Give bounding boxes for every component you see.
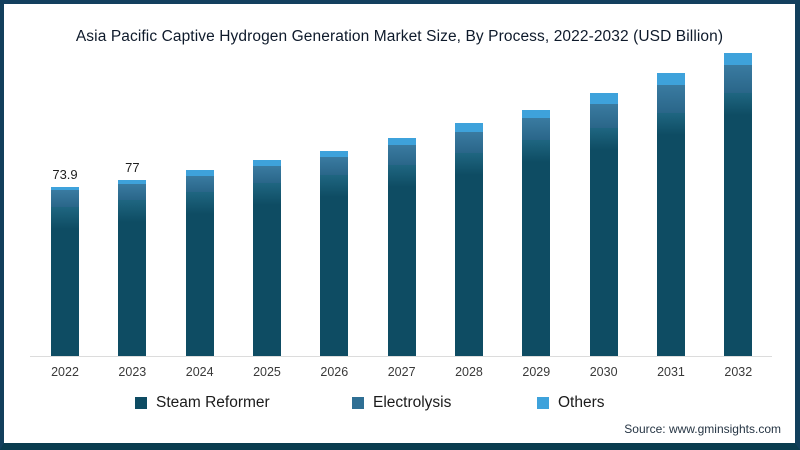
- bar-segment-steam-reformer: [185, 192, 214, 356]
- stacked-bar-2031: [656, 73, 685, 356]
- stacked-bar-2028: [454, 123, 483, 356]
- x-axis-line: [30, 356, 772, 357]
- bar-segment-steam-reformer: [320, 174, 349, 356]
- bar-segment-others: [589, 93, 618, 104]
- bar-segment-others: [387, 137, 416, 146]
- bar-segment-electrolysis: [51, 190, 79, 207]
- bar-segment-others: [51, 186, 79, 191]
- bar-segment-electrolysis: [252, 166, 281, 183]
- bar-segment-steam-reformer: [724, 93, 753, 356]
- bar-segment-steam-reformer: [252, 182, 281, 356]
- stacked-bar-2032: [724, 52, 753, 356]
- bar-segment-steam-reformer: [522, 140, 551, 356]
- bar-segment-others: [118, 179, 147, 184]
- legend: Steam Reformer Electrolysis Others: [4, 393, 795, 413]
- value-label-2022: 73.9: [52, 166, 78, 182]
- bar-segment-steam-reformer: [51, 206, 79, 356]
- bar-segment-others: [454, 123, 483, 132]
- bar-segment-others: [656, 73, 685, 85]
- stacked-bar-2023: [118, 179, 147, 356]
- stacked-bar-2026: [320, 150, 349, 356]
- legend-item-electrolysis: Electrolysis: [352, 393, 451, 413]
- x-axis-label-2023: 2023: [118, 365, 147, 379]
- bar-segment-others: [522, 110, 551, 119]
- x-axis-label-2027: 2027: [387, 365, 416, 379]
- x-axis-label-2032: 2032: [724, 365, 753, 379]
- legend-swatch-icon: [352, 397, 364, 409]
- bar-segment-others: [724, 52, 753, 65]
- bar-segment-electrolysis: [118, 183, 147, 201]
- x-axis-label-2028: 2028: [455, 365, 483, 379]
- x-axis-label-2025: 2025: [253, 365, 281, 379]
- bar-segment-steam-reformer: [118, 200, 147, 356]
- bar-segment-electrolysis: [320, 157, 349, 175]
- stacked-bar-2025: [252, 160, 281, 356]
- bar-segment-others: [252, 160, 281, 167]
- bar-segment-electrolysis: [387, 145, 416, 165]
- legend-swatch-icon: [537, 397, 549, 409]
- bar-segment-electrolysis: [724, 64, 753, 94]
- stacked-bar-2029: [522, 110, 551, 356]
- x-axis-label-2026: 2026: [320, 365, 349, 379]
- bar-segment-electrolysis: [185, 176, 214, 192]
- bar-segment-others: [185, 170, 214, 176]
- legend-label: Electrolysis: [373, 394, 452, 411]
- legend-item-steam-reformer: Steam Reformer: [135, 393, 270, 413]
- stacked-bar-2022: [51, 186, 79, 356]
- plot-area: 73.9 77: [4, 4, 795, 356]
- x-axis-label-2031: 2031: [657, 365, 685, 379]
- chart-title: Asia Pacific Captive Hydrogen Generation…: [75, 28, 724, 45]
- source-note: Source: www.gminsights.com: [624, 422, 781, 436]
- bar-segment-steam-reformer: [454, 153, 483, 356]
- bar-segment-electrolysis: [656, 84, 685, 114]
- value-label-2023: 77: [125, 159, 140, 175]
- legend-swatch-icon: [135, 397, 147, 409]
- legend-item-others: Others: [537, 393, 605, 413]
- legend-label: Others: [558, 394, 605, 411]
- legend-label: Steam Reformer: [156, 394, 270, 411]
- x-axis-label-2029: 2029: [522, 365, 551, 379]
- bar-segment-electrolysis: [454, 131, 483, 154]
- bar-segment-steam-reformer: [589, 127, 618, 356]
- bar-segment-electrolysis: [589, 103, 618, 128]
- stacked-bar-2024: [185, 170, 214, 356]
- x-axis-label-2030: 2030: [589, 365, 618, 379]
- stacked-bar-2030: [589, 93, 618, 356]
- stacked-bar-2027: [387, 137, 416, 356]
- x-axis-label-2024: 2024: [185, 365, 214, 379]
- bar-segment-others: [320, 150, 349, 158]
- bar-segment-steam-reformer: [387, 165, 416, 356]
- bar-segment-steam-reformer: [656, 113, 685, 356]
- bar-segment-electrolysis: [522, 118, 551, 141]
- x-axis-label-2022: 2022: [51, 365, 79, 379]
